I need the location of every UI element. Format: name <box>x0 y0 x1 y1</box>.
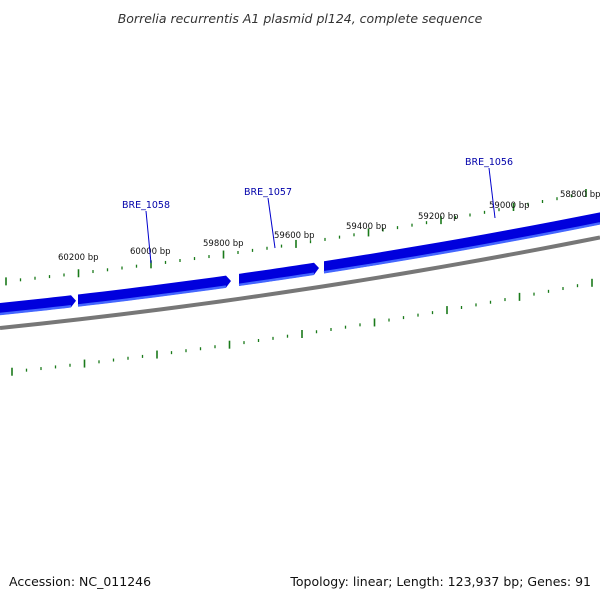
gene-arrow[interactable] <box>239 262 319 286</box>
gene-leader-line <box>145 210 152 264</box>
gene-arrow[interactable] <box>78 275 231 307</box>
gene-label[interactable]: BRE_1056 <box>465 157 513 168</box>
bp-label: 60200 bp <box>58 253 99 263</box>
summary-text: Topology: linear; Length: 123,937 bp; Ge… <box>289 574 591 589</box>
accession-text: Accession: NC_011246 <box>9 574 151 589</box>
gene-leader-line <box>267 197 276 249</box>
inner-tick-ring <box>11 278 593 376</box>
gene-arrow-shade <box>238 272 315 287</box>
gene-arrow-shade <box>77 285 227 307</box>
bp-label: 59800 bp <box>203 239 244 249</box>
gene-arrow-shade <box>323 222 600 274</box>
gene-arrow[interactable] <box>0 295 76 315</box>
sequence-backbone <box>0 235 600 330</box>
gene-label[interactable]: BRE_1058 <box>122 200 170 211</box>
outer-tick-ring <box>5 188 587 286</box>
gene-track <box>0 212 600 316</box>
bp-label: 59000 bp <box>489 201 530 211</box>
bp-label: 59200 bp <box>418 212 459 222</box>
bp-label: 58800 bp <box>560 190 600 200</box>
gene-label[interactable]: BRE_1057 <box>244 187 292 198</box>
bp-label: 59400 bp <box>346 222 387 232</box>
bp-label: 59600 bp <box>274 231 315 241</box>
gene-arrow[interactable] <box>324 212 600 274</box>
map-title: Borrelia recurrentis A1 plasmid pl124, c… <box>118 11 483 26</box>
gene-labels: BRE_1058 BRE_1057 BRE_1056 <box>122 157 513 264</box>
gene-arrow-shade <box>0 305 72 316</box>
gene-leader-line <box>488 167 496 219</box>
